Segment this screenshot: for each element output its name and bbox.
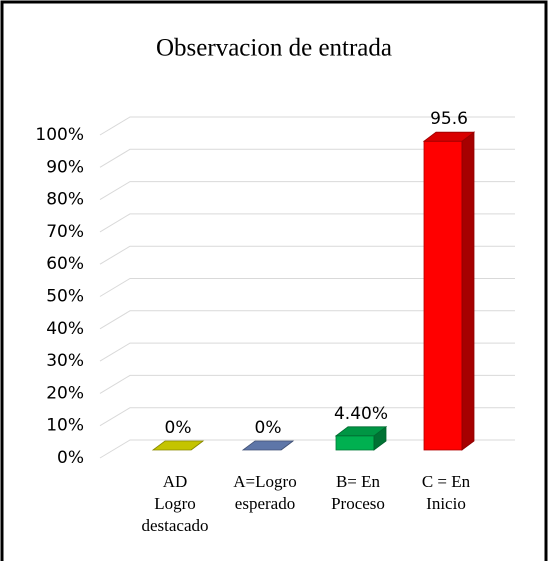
x-tick-label: Inicio — [426, 494, 466, 513]
x-tick-label: Proceso — [331, 494, 385, 513]
grid-line — [99, 245, 515, 265]
x-tick-label: B= En — [336, 472, 381, 491]
bar-side — [461, 131, 475, 451]
data-label: 95.6 — [430, 109, 468, 129]
data-label: 0% — [255, 418, 282, 438]
grid-line — [99, 278, 515, 297]
x-tick-label: C = En — [422, 472, 471, 491]
grid-line — [99, 213, 515, 233]
bar-top — [241, 440, 295, 451]
grid-line — [99, 116, 515, 136]
x-tick-label: AD — [163, 472, 188, 491]
grid-line — [99, 148, 515, 168]
y-tick-label: 10% — [46, 416, 84, 436]
grid-line — [99, 342, 515, 362]
y-tick-label: 70% — [46, 222, 84, 242]
y-tick-label: 0% — [57, 448, 84, 468]
chart-title: Observacion de entrada — [156, 35, 392, 62]
y-tick-label: 100% — [35, 125, 84, 145]
x-tick-label: esperado — [235, 494, 295, 513]
x-tick-label: A=Logro — [233, 472, 296, 491]
y-tick-label: 90% — [46, 157, 84, 177]
data-label: 0% — [165, 418, 192, 438]
y-tick-label: 80% — [46, 190, 84, 210]
y-tick-label: 60% — [46, 254, 84, 274]
grid-line — [99, 310, 515, 330]
bar-front — [423, 140, 463, 451]
data-label: 4.40% — [334, 404, 388, 424]
grid-line — [99, 439, 515, 459]
grid-line — [99, 181, 515, 201]
y-tick-label: 50% — [46, 287, 84, 307]
bar-front — [335, 435, 375, 451]
x-tick-label: Logro — [154, 494, 196, 513]
grid-line — [99, 407, 515, 427]
bar-top — [151, 440, 205, 451]
x-tick-label: destacado — [141, 516, 208, 535]
y-tick-label: 30% — [46, 351, 84, 371]
bar-top — [422, 131, 476, 142]
grid-line — [99, 374, 515, 394]
y-tick-label: 20% — [46, 383, 84, 403]
bar-top — [334, 426, 388, 437]
y-tick-label: 40% — [46, 319, 84, 339]
